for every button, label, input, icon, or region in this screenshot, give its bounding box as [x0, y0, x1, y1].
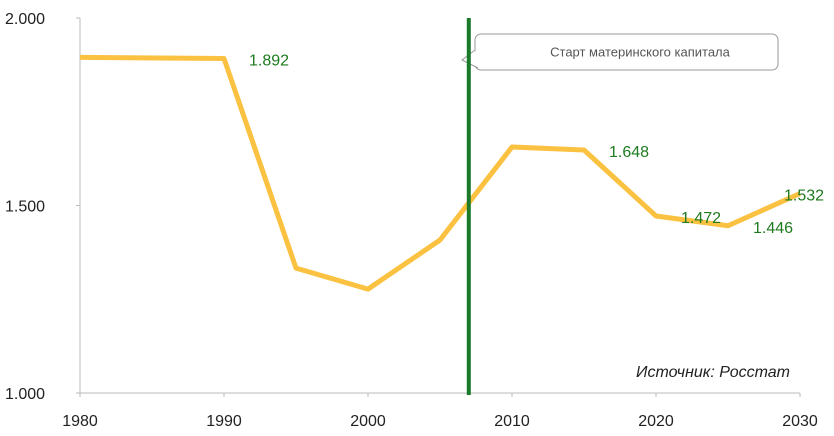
- marker-note: Старт материнского капитала: [550, 44, 731, 59]
- x-tick-label: 2020: [638, 413, 674, 430]
- x-tick-label: 2000: [350, 413, 386, 430]
- value-label: 1.446: [753, 220, 793, 237]
- value-label: 1.532: [784, 188, 824, 205]
- value-label: 1.472: [681, 210, 721, 227]
- y-tick-label: 1.500: [5, 199, 45, 216]
- x-tick-label: 1980: [62, 413, 98, 430]
- y-tick-label: 2.000: [5, 11, 45, 28]
- x-tick-label: 1990: [206, 413, 242, 430]
- value-label: 1.648: [609, 144, 649, 161]
- x-tick-label: 2030: [782, 413, 818, 430]
- y-tick-label: 1.000: [5, 386, 45, 403]
- data-line: [79, 54, 802, 292]
- source-note: Источник: Росстат: [636, 364, 790, 381]
- value-label: 1.892: [249, 53, 289, 70]
- x-tick-label: 2010: [494, 413, 530, 430]
